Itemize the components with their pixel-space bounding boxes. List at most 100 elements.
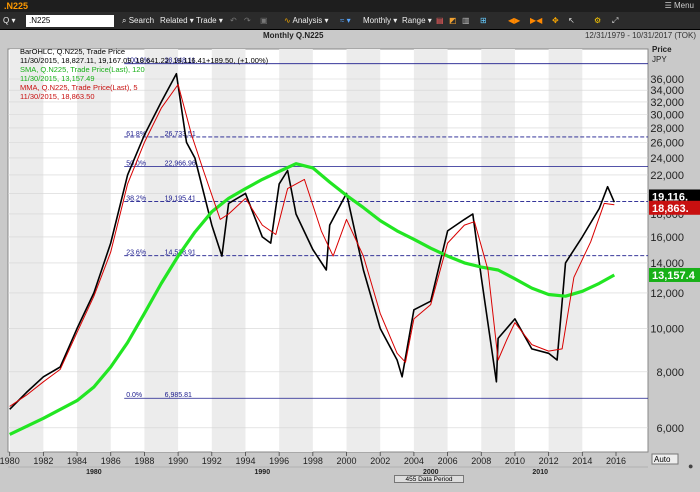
x-tick-label: 2004: [404, 456, 424, 466]
mma-badge-bg: [649, 200, 700, 215]
analysis-label: Analysis: [292, 16, 323, 25]
studies-icon[interactable]: ≈ ▾: [340, 16, 351, 25]
x-tick-label: 2010: [505, 456, 525, 466]
pointer-icon[interactable]: ↖: [568, 16, 575, 25]
period-label: Q: [3, 16, 10, 25]
x-tick-label: 2012: [539, 456, 559, 466]
menu-button[interactable]: ☰ Menu: [664, 1, 694, 10]
x-tick-label: 2002: [370, 456, 390, 466]
x-tick-label: 1998: [303, 456, 323, 466]
mma-5-series: [9, 84, 615, 407]
fib-pct-label: 61.8%: [126, 131, 146, 138]
layout-icon[interactable]: ▥: [462, 16, 470, 25]
auto-scale-label: Auto: [654, 455, 671, 464]
x-tick-label: 1984: [67, 456, 87, 466]
analysis-dropdown[interactable]: ∿ Analysis ▾: [284, 16, 329, 25]
y-tick-label: 36,000: [650, 74, 684, 86]
x-tick-label: 2014: [572, 456, 592, 466]
status-bar: 455 Data Period: [0, 474, 700, 484]
y-tick-label: 26,000: [650, 137, 684, 149]
crosshair-icon[interactable]: ✥: [552, 16, 559, 25]
trade-label: Trade: [196, 16, 217, 25]
x-tick-label: 1994: [235, 456, 255, 466]
fib-pct-label: 38.2%: [126, 195, 146, 202]
fib-value-label: 22,966.96: [165, 161, 196, 168]
y-tick-label: 16,000: [650, 232, 684, 244]
interval-dropdown[interactable]: Monthly ▾: [363, 16, 398, 25]
y-axis-unit: JPY: [652, 55, 667, 64]
title-bar: .N225 ☰ Menu: [0, 0, 700, 12]
period-dropdown[interactable]: Q ▾: [3, 16, 16, 25]
undo-icon[interactable]: ↶: [230, 16, 237, 25]
fib-value-label: 6,985.81: [165, 392, 192, 399]
legend-mma-title: MMA, Q.N225, Trade Price(Last), 5: [20, 83, 138, 92]
x-tick-label: 2006: [438, 456, 458, 466]
y-tick-label: 32,000: [650, 97, 684, 109]
y-tick-label: 12,000: [650, 288, 684, 300]
chart-style-icon[interactable]: ▤: [436, 16, 444, 25]
y-tick-label: 30,000: [650, 110, 684, 122]
scroll-right-icon[interactable]: ▶◀: [530, 16, 543, 25]
fib-value-label: 38,948.11: [165, 58, 196, 65]
decade-label: 1990: [255, 469, 271, 474]
fib-pct-label: 100.0%: [126, 58, 150, 65]
x-tick-label: 1990: [168, 456, 188, 466]
window-title: .N225: [4, 1, 29, 11]
year-band: [346, 49, 381, 452]
scroll-handle-icon: ●: [688, 461, 693, 471]
search-button[interactable]: ⌕ Search: [122, 14, 154, 28]
price-chart[interactable]: 6,0008,00010,00012,00014,00016,00018,000…: [0, 30, 700, 474]
settings-icon[interactable]: ⚙: [594, 16, 602, 25]
zoom-icon[interactable]: ⊞: [480, 16, 487, 25]
y-tick-label: 24,000: [650, 153, 684, 165]
y-tick-label: 28,000: [650, 123, 684, 135]
analysis-icon: ∿: [284, 16, 291, 25]
decade-label: 2000: [423, 469, 439, 474]
scroll-left-icon[interactable]: ◀▶: [508, 16, 521, 25]
symbol-input[interactable]: .N225: [26, 15, 114, 27]
range-label: Range: [402, 16, 426, 25]
related-dropdown[interactable]: Related ▾: [160, 16, 194, 25]
price-badge-text: 19,116.: [652, 191, 688, 203]
year-band: [548, 49, 583, 452]
year-band: [77, 49, 111, 452]
trade-dropdown[interactable]: Trade ▾: [196, 16, 223, 25]
legend-sma-title: SMA, Q.N225, Trade Price(Last), 120: [20, 65, 145, 74]
range-dropdown[interactable]: Range ▾: [402, 16, 432, 25]
price-bars-series: [9, 72, 616, 410]
fib-pct-label: 0.0%: [126, 392, 142, 399]
year-band: [211, 49, 246, 452]
sma-badge-bg: [649, 267, 700, 282]
year-band: [144, 49, 179, 452]
y-tick-label: 10,000: [650, 323, 684, 335]
save-icon[interactable]: ▣: [260, 16, 268, 25]
toolbar: Q ▾ .N225 ⌕ Search Related ▾ Trade ▾ ↶ ↷…: [0, 12, 700, 30]
y-tick-label: 8,000: [656, 367, 684, 379]
redo-icon[interactable]: ↷: [244, 16, 251, 25]
fib-value-label: 26,733.51: [165, 131, 196, 138]
legend-sma-value: 11/30/2015, 13,157.49: [20, 74, 95, 83]
decade-label: 2010: [532, 469, 548, 474]
year-band: [481, 49, 515, 452]
menu-label: Menu: [673, 1, 694, 10]
x-tick-label: 1980: [0, 456, 20, 466]
legend-price-values: 11/30/2015, 18,827.11, 19,167.09, 18,641…: [20, 56, 269, 65]
auto-scale-button: [651, 453, 679, 465]
price-badge-bg: [649, 189, 700, 204]
legend-mma-value: 11/30/2015, 18,863.50: [20, 92, 95, 101]
y-axis-title: Price: [652, 45, 672, 54]
search-label: Search: [128, 16, 155, 25]
draw-icon[interactable]: ◩: [449, 16, 457, 25]
decade-label: 1980: [86, 469, 102, 474]
related-label: Related: [160, 16, 188, 25]
year-band: [9, 49, 44, 452]
x-tick-label: 1996: [269, 456, 289, 466]
x-tick-label: 2008: [471, 456, 491, 466]
interval-label: Monthly: [363, 16, 392, 25]
x-tick-label: 1982: [33, 456, 53, 466]
expand-icon[interactable]: ⤢: [612, 16, 619, 25]
chart-header: Monthly Q.N225 12/31/1979 - 10/31/2017 (…: [0, 30, 700, 41]
sma-badge-text: 13,157.4: [652, 270, 696, 282]
chart-title: Monthly Q.N225: [263, 31, 324, 40]
data-period-label: 455 Data Period: [394, 475, 464, 483]
